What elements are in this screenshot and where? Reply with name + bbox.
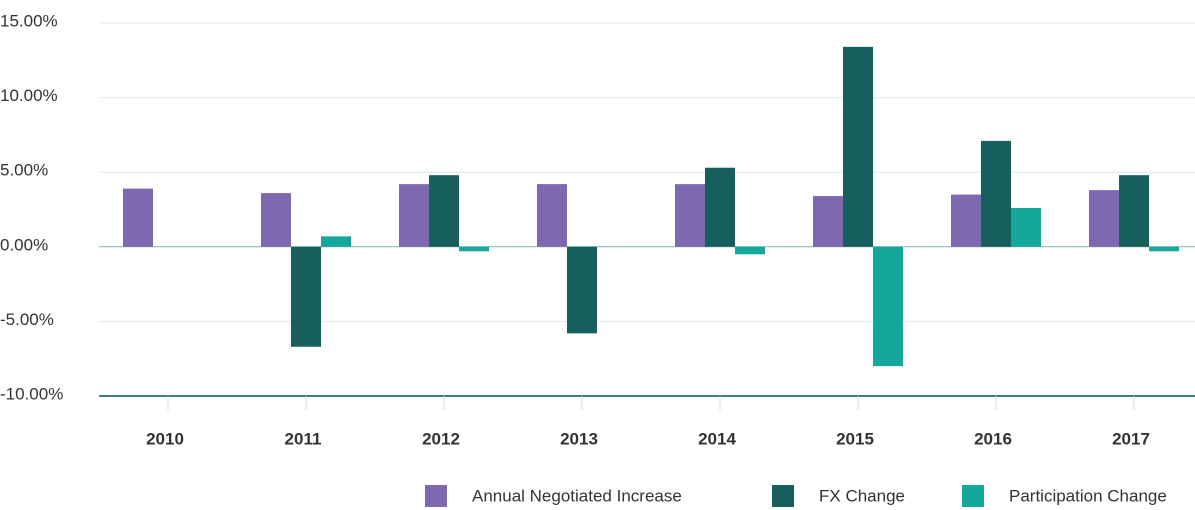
x-tick-label: 2017 [1112, 429, 1150, 448]
bar [123, 188, 153, 247]
x-tick-label: 2010 [146, 429, 184, 448]
legend-label: Annual Negotiated Increase [472, 486, 682, 505]
x-tick-label: 2016 [974, 429, 1012, 448]
legend-swatch [772, 485, 794, 507]
legend-swatch [962, 485, 984, 507]
bar [873, 246, 903, 367]
y-tick-label: 0.00% [0, 235, 48, 254]
legend-swatch [425, 485, 447, 507]
x-tick-label: 2011 [285, 429, 322, 448]
bar [537, 184, 567, 247]
bar [429, 175, 459, 247]
x-tick-label: 2012 [422, 429, 460, 448]
bar [1089, 190, 1119, 247]
legend-label: FX Change [819, 486, 905, 505]
bar [261, 193, 291, 247]
bar [813, 196, 843, 247]
y-tick-label: 10.00% [0, 86, 58, 105]
y-tick-label: -10.00% [0, 384, 63, 403]
bar [843, 46, 873, 247]
y-tick-label: -5.00% [0, 310, 54, 329]
x-tick-label: 2015 [836, 429, 874, 448]
y-tick-label: 15.00% [0, 11, 58, 30]
bar [1149, 246, 1179, 252]
bar [399, 184, 429, 247]
bar [951, 194, 981, 247]
bar [981, 140, 1011, 247]
bar [705, 167, 735, 247]
bar [567, 246, 597, 334]
bar [735, 246, 765, 255]
bar [321, 236, 351, 247]
legend-label: Participation Change [1009, 486, 1167, 505]
bar [459, 246, 489, 252]
bar [675, 184, 705, 247]
x-tick-label: 2014 [698, 429, 736, 448]
bar [1011, 208, 1041, 247]
y-tick-label: 5.00% [0, 161, 48, 180]
bar [1119, 175, 1149, 247]
bar [291, 246, 321, 347]
x-tick-label: 2013 [560, 429, 598, 448]
